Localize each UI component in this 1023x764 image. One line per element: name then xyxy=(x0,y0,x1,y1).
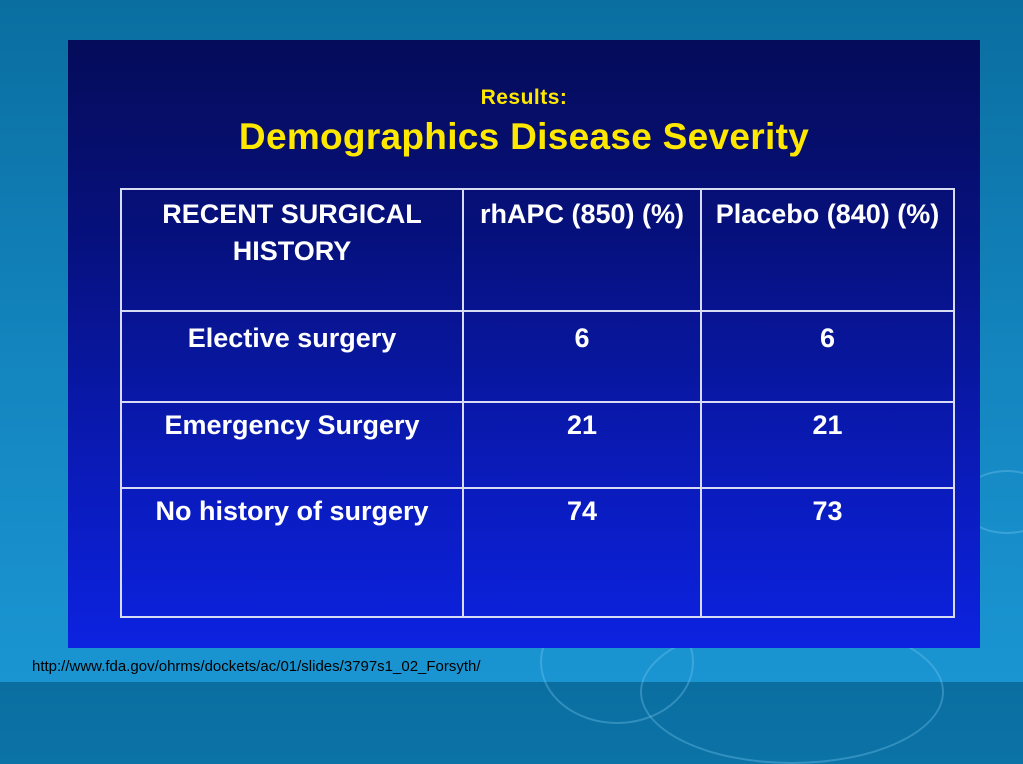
table-row: Elective surgery 6 6 xyxy=(120,310,955,403)
table-header-row: RECENT SURGICAL HISTORY rhAPC (850) (%) … xyxy=(120,188,955,312)
row-value-rhapc: 74 xyxy=(462,487,702,618)
slide-panel: Results: Demographics Disease Severity R… xyxy=(68,40,980,648)
surgical-history-table: RECENT SURGICAL HISTORY rhAPC (850) (%) … xyxy=(120,188,955,618)
slide-subtitle: Results: xyxy=(480,86,568,109)
table-row: Emergency Surgery 21 21 xyxy=(120,401,955,489)
row-label: Emergency Surgery xyxy=(120,401,464,489)
row-label: Elective surgery xyxy=(120,310,464,403)
header-cell-placebo: Placebo (840) (%) xyxy=(700,188,955,312)
row-value-placebo: 73 xyxy=(700,487,955,618)
header-cell-rhapc: rhAPC (850) (%) xyxy=(462,188,702,312)
table-row: No history of surgery 74 73 xyxy=(120,487,955,618)
slide-title: Demographics Disease Severity xyxy=(238,116,810,157)
source-url: http://www.fda.gov/ohrms/dockets/ac/01/s… xyxy=(32,658,481,675)
row-label: No history of surgery xyxy=(120,487,464,618)
header-cell-history: RECENT SURGICAL HISTORY xyxy=(120,188,464,312)
row-value-placebo: 21 xyxy=(700,401,955,489)
row-value-rhapc: 21 xyxy=(462,401,702,489)
row-value-rhapc: 6 xyxy=(462,310,702,403)
row-value-placebo: 6 xyxy=(700,310,955,403)
